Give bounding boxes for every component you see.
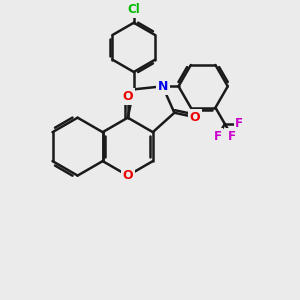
Text: F: F <box>228 130 236 143</box>
Text: F: F <box>235 117 243 130</box>
Text: N: N <box>158 80 168 93</box>
Text: O: O <box>189 111 200 124</box>
Text: Cl: Cl <box>128 3 140 16</box>
Text: O: O <box>122 90 133 103</box>
Text: O: O <box>122 169 133 182</box>
Text: F: F <box>214 130 222 143</box>
